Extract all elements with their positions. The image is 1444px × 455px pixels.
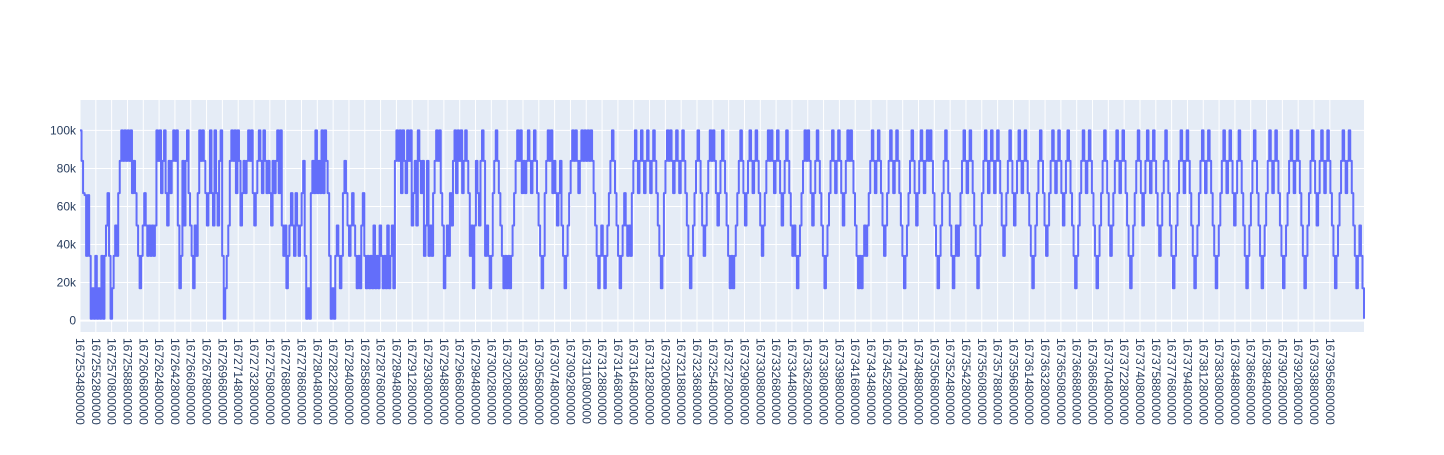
y-tick-label: 40k: [57, 238, 77, 252]
x-tick-label: 1673326800000: [769, 338, 783, 425]
x-tick-label: 1673578800000: [991, 338, 1005, 425]
x-tick-label: 1672678800000: [200, 338, 214, 425]
y-gridlines: [80, 129, 1364, 322]
x-tick-label: 1672930800000: [421, 338, 435, 425]
x-tick-label: 1672822800000: [326, 338, 340, 425]
series-layer: [80, 129, 1365, 320]
x-tick-label: 1672966800000: [453, 338, 467, 425]
x-tick-label: 1672660800000: [184, 338, 198, 425]
x-tick-label: 1672984800000: [469, 338, 483, 425]
x-tick-label: 1673920800000: [1291, 338, 1305, 425]
x-tick-label: 1673092800000: [563, 338, 577, 425]
x-tick-label: 1673110800000: [579, 338, 593, 424]
x-tick-label: 1673398800000: [832, 338, 846, 425]
x-tick-label: 1672750800000: [263, 338, 277, 425]
x-tick-label: 1673236800000: [690, 338, 704, 425]
y-axis-tick-labels: 0 20k 40k 60k 80k 100k: [50, 123, 77, 327]
x-tick-label: 1673668800000: [1070, 338, 1084, 425]
x-tick-label: 1673686800000: [1086, 338, 1100, 425]
x-tick-label: 1672840800000: [342, 338, 356, 425]
x-tick-label: 1673524800000: [943, 338, 957, 425]
x-tick-label: 1672768800000: [279, 338, 293, 425]
x-tick-label: 1673704800000: [1101, 338, 1115, 425]
x-tick-label: 1673434800000: [864, 338, 878, 425]
x-tick-label: 1673182800000: [643, 338, 657, 425]
x-tick-label: 1673884800000: [1260, 338, 1274, 425]
y-tick-label: 60k: [57, 199, 77, 213]
x-tick-label: 1673452800000: [880, 338, 894, 425]
x-tick-label: 1672696800000: [215, 338, 229, 425]
x-tick-label: 1673614800000: [1022, 338, 1036, 425]
x-tick-label: 1673632800000: [1038, 338, 1052, 425]
x-tick-label: 1672624800000: [152, 338, 166, 425]
x-tick-label: 1673380800000: [817, 338, 831, 425]
x-tick-label: 1673200800000: [658, 338, 672, 425]
x-tick-label: 1673470800000: [896, 338, 910, 425]
x-tick-label: 1673542800000: [959, 338, 973, 425]
x-tick-label: 1673038800000: [516, 338, 530, 425]
x-tick-label: 1673146800000: [611, 338, 625, 425]
y-tick-label: 0: [69, 314, 76, 328]
x-tick-label: 1673650800000: [1054, 338, 1068, 425]
x-tick-label: 1672534800000: [73, 338, 87, 425]
x-tick-label: 1673956800000: [1323, 338, 1337, 425]
x-tick-label: 1673740800000: [1133, 338, 1147, 425]
x-tick-label: 1672642800000: [168, 338, 182, 425]
x-tick-label: 1673938800000: [1307, 338, 1321, 425]
x-tick-label: 1673272800000: [722, 338, 736, 425]
x-tick-label: 1672552800000: [89, 338, 103, 425]
x-tick-label: 1673344800000: [785, 338, 799, 425]
x-tick-label: 1673308800000: [753, 338, 767, 425]
y-tick-label: 80k: [57, 161, 77, 175]
x-tick-label: 1673290800000: [737, 338, 751, 425]
x-tick-label: 1673074800000: [548, 338, 562, 425]
x-tick-label: 1673488800000: [911, 338, 925, 425]
x-tick-label: 1673362800000: [801, 338, 815, 425]
x-tick-label: 1673056800000: [532, 338, 546, 425]
x-tick-label: 1673866800000: [1244, 338, 1258, 425]
x-tick-label: 1673794800000: [1180, 338, 1194, 425]
x-tick-label: 1673776800000: [1165, 338, 1179, 425]
x-tick-label: 1673596800000: [1006, 338, 1020, 425]
x-tick-label: 1672786800000: [294, 338, 308, 425]
x-tick-label: 1672714800000: [231, 338, 245, 425]
x-tick-label: 1673722800000: [1117, 338, 1131, 425]
x-tick-label: 1673218800000: [674, 338, 688, 425]
x-tick-label: 1673848800000: [1228, 338, 1242, 425]
x-tick-label: 1672948800000: [437, 338, 451, 425]
x-tick-label: 1672876800000: [374, 338, 388, 425]
x-tick-label: 1672588800000: [120, 338, 134, 425]
x-tick-label: 1672894800000: [389, 338, 403, 425]
x-tick-label: 1673416800000: [848, 338, 862, 425]
x-tick-label: 1673164800000: [627, 338, 641, 425]
x-tick-label: 1673812800000: [1196, 338, 1210, 425]
x-tick-label: 1672732800000: [247, 338, 261, 425]
x-tick-label: 1673020800000: [500, 338, 514, 425]
series-line: [80, 129, 1365, 320]
x-tick-label: 1673902800000: [1275, 338, 1289, 425]
y-tick-label: 100k: [50, 123, 77, 137]
x-tick-label: 1673506800000: [927, 338, 941, 425]
x-tick-label: 1672570800000: [105, 338, 119, 425]
x-tick-label: 1673830800000: [1212, 338, 1226, 425]
y-tick-label: 20k: [57, 276, 77, 290]
x-tick-label: 1672804800000: [310, 338, 324, 425]
x-tick-label: 1673254800000: [706, 338, 720, 425]
x-tick-label: 1672912800000: [405, 338, 419, 425]
x-tick-label: 1673560800000: [975, 338, 989, 425]
x-tick-label: 1673002800000: [484, 338, 498, 425]
x-tick-label: 1673758800000: [1149, 338, 1163, 425]
x-tick-label: 1672606800000: [136, 338, 150, 425]
x-axis-tick-labels: 1672534800000 1672552800000 1672570800000 1…: [73, 338, 1337, 425]
x-tick-label: 1673128800000: [595, 338, 609, 425]
x-tick-label: 1672858800000: [358, 338, 372, 425]
